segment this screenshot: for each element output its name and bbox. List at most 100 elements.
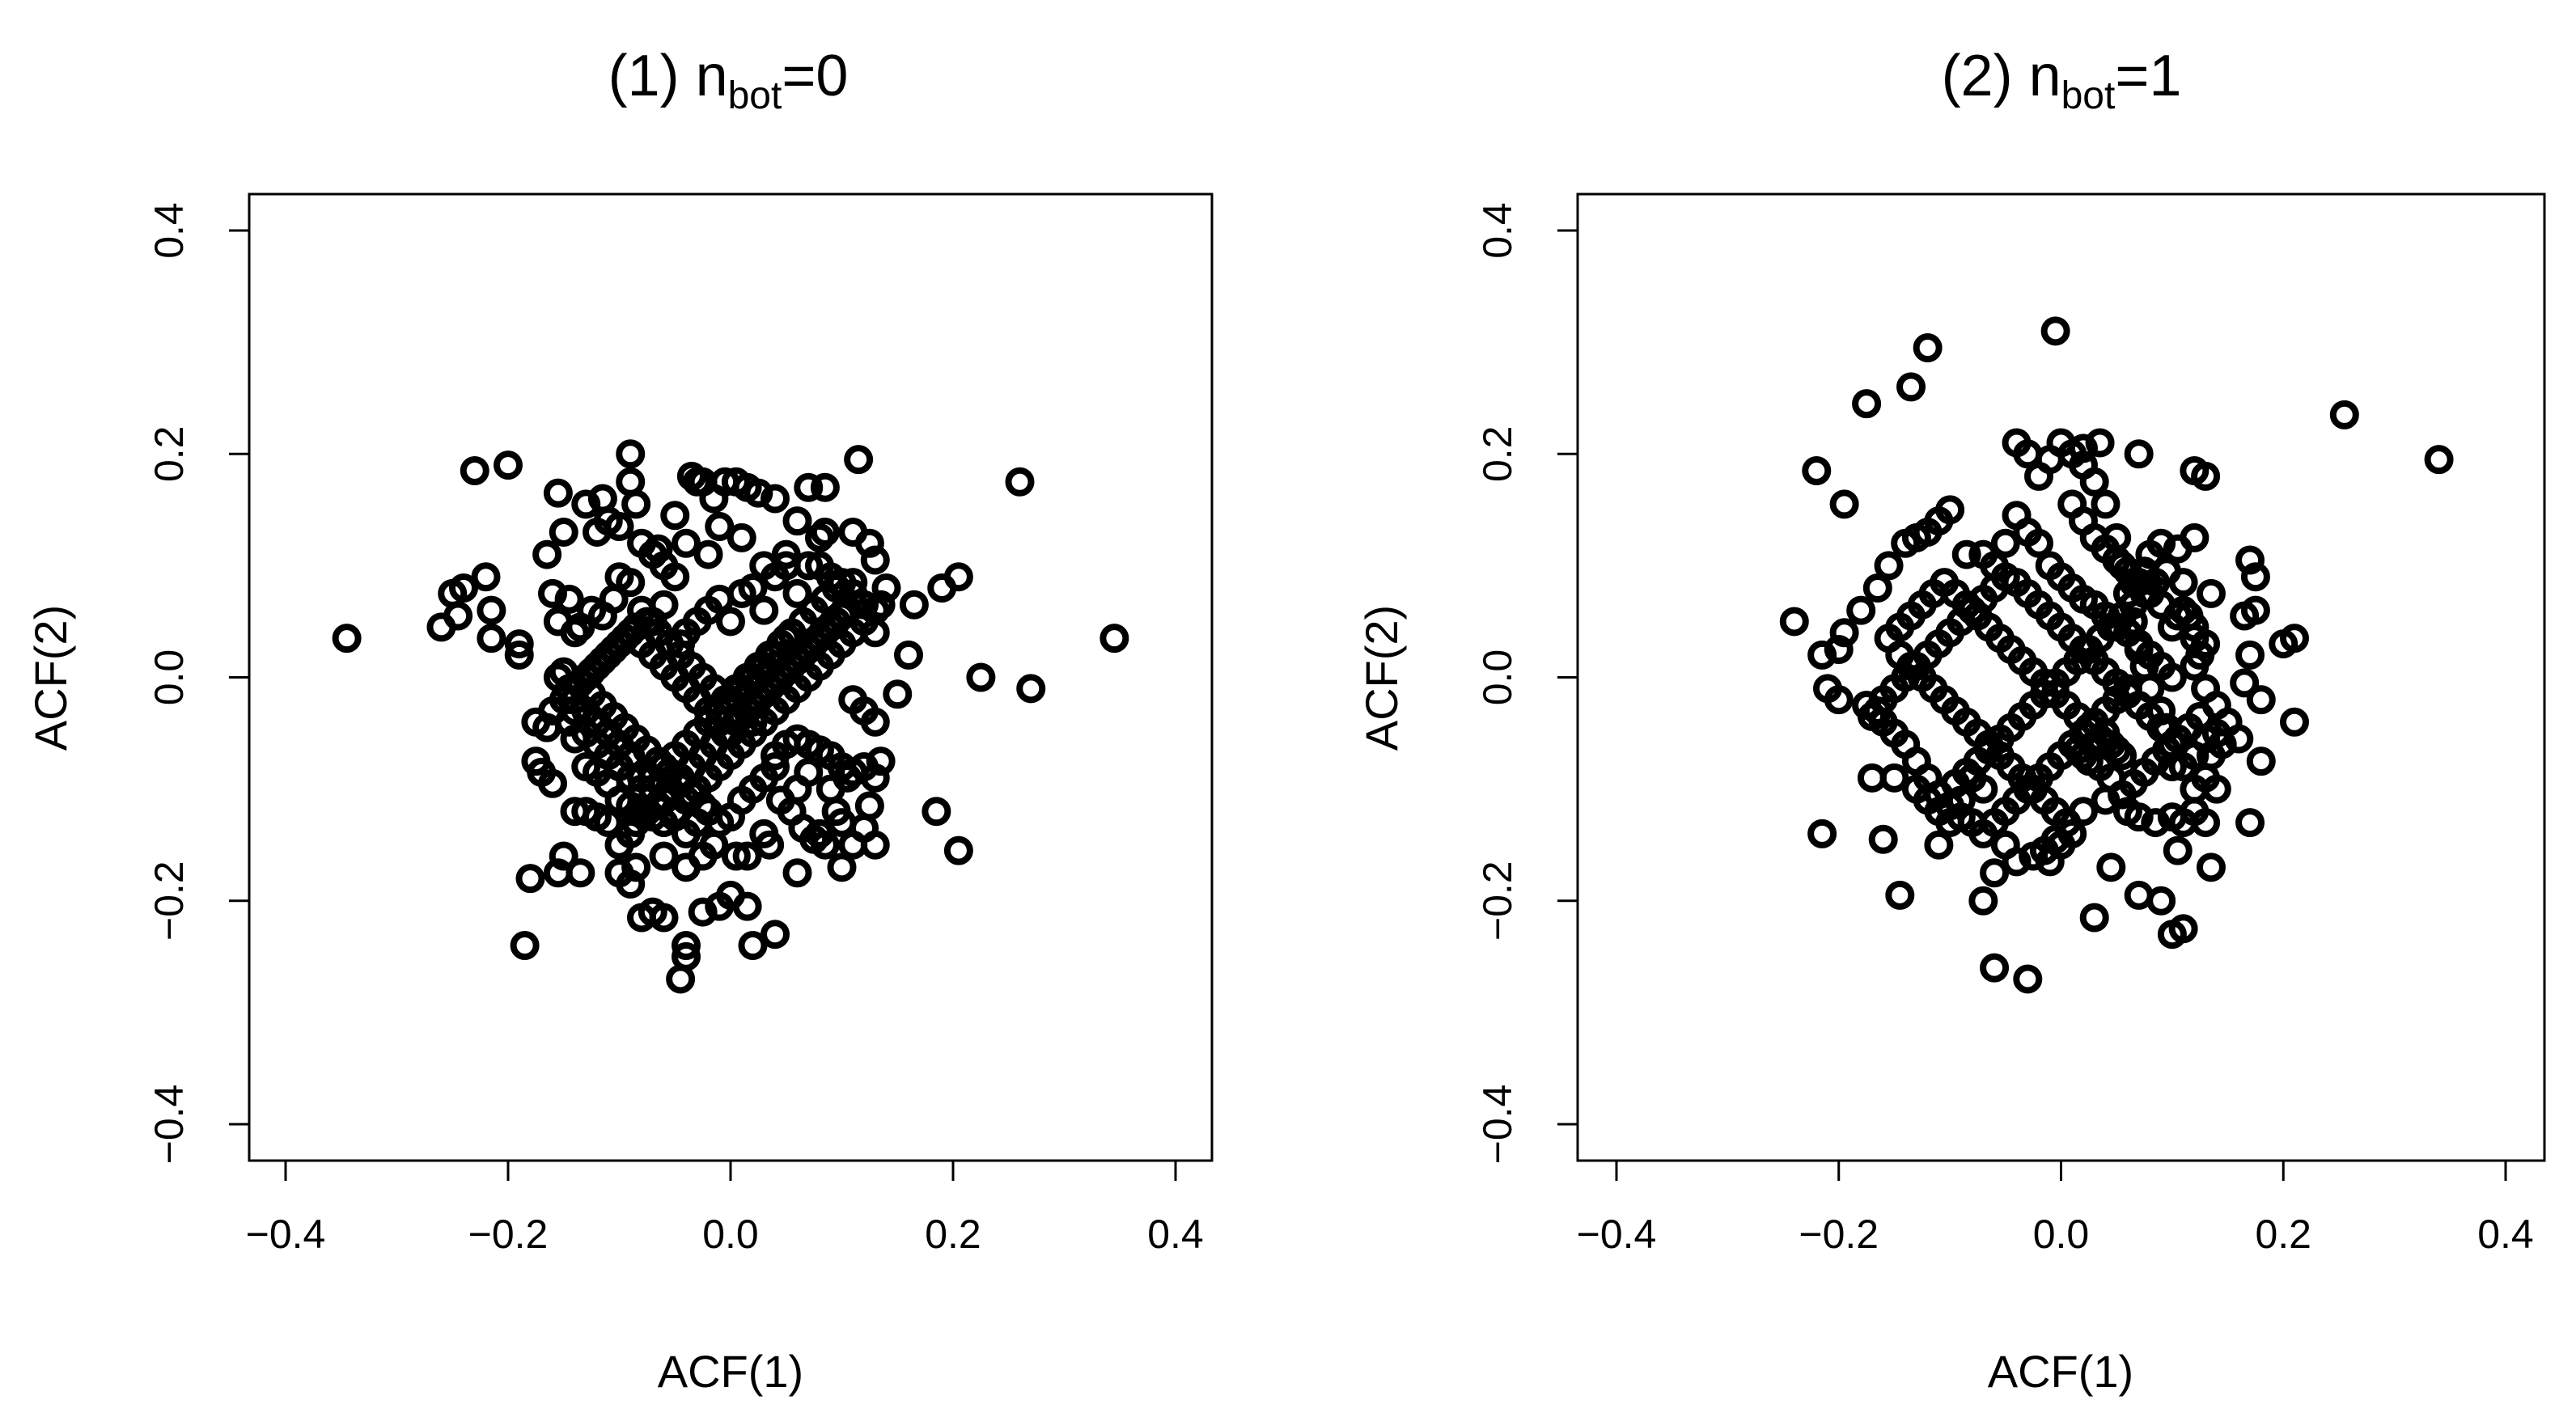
- scatter-point: [738, 573, 768, 603]
- scatter-point: [627, 528, 656, 558]
- scatter-point: [2124, 802, 2154, 832]
- scatter-point: [504, 640, 534, 670]
- scatter-point: [504, 629, 534, 659]
- scatter-point: [2180, 612, 2210, 642]
- scatter-point: [2269, 629, 2298, 659]
- scatter-point: [627, 763, 656, 793]
- scatter-point: [2201, 774, 2231, 804]
- scatter-point: [1852, 691, 1882, 721]
- scatter-point: [749, 551, 779, 581]
- scatter-point: [672, 852, 701, 882]
- scatter-point: [593, 808, 623, 838]
- x-tick-label: −0.2: [1799, 1212, 1879, 1257]
- scatter-point: [666, 964, 696, 994]
- x-tick-label: −0.2: [468, 1212, 549, 1257]
- scatter-point: [2096, 852, 2126, 882]
- y-tick-label: −0.4: [146, 1085, 192, 1165]
- scatter-point: [844, 445, 874, 475]
- y-tick-label: 0.4: [146, 202, 192, 259]
- scatter-point: [521, 747, 551, 776]
- scatter-point: [1935, 808, 1965, 838]
- scatter-point: [560, 618, 590, 648]
- scatter-point: [2024, 461, 2054, 491]
- scatter-point: [2024, 528, 2054, 558]
- scatter-point: [532, 539, 562, 569]
- x-tick-label: 0.0: [702, 1212, 759, 1257]
- scatter-point: [2196, 578, 2226, 608]
- scatter-point: [805, 522, 834, 552]
- scatter-point: [1896, 372, 1926, 402]
- scatter-point: [922, 797, 951, 827]
- scatter-point: [1968, 886, 1998, 916]
- scatter-point: [721, 467, 751, 497]
- scatter-point: [426, 612, 456, 642]
- scatter-point: [854, 791, 884, 821]
- scatter-point: [816, 774, 845, 804]
- scatter-point: [1990, 528, 2020, 558]
- scatter-point: [515, 864, 545, 894]
- panel-2-title: (2) nbot=1: [1942, 44, 2182, 117]
- y-tick-label: 0.2: [1475, 425, 1520, 482]
- scatter-point: [833, 595, 862, 625]
- scatter-point: [827, 852, 857, 882]
- scatter-point: [2230, 668, 2260, 698]
- scatter-point: [2191, 461, 2221, 491]
- scatter-panel-1: (1) nbot=0 −0.4 −0.2 0.0 0.2 0.4 −0.4 −0.2 0.0…: [25, 44, 1214, 1397]
- scatter-point: [2091, 489, 2121, 519]
- scatter-point: [810, 517, 840, 547]
- scatter-point: [2146, 886, 2176, 916]
- scatter-point: [2246, 747, 2276, 776]
- scatter-point: [2235, 640, 2265, 670]
- scatter-point: [2013, 964, 2043, 994]
- y-tick-label: −0.4: [1475, 1085, 1520, 1165]
- scatter-point: [966, 662, 996, 692]
- x-tick-label: −0.4: [1577, 1212, 1657, 1257]
- scatter-point: [566, 858, 595, 888]
- scatter-point: [621, 489, 651, 519]
- scatter-point: [477, 624, 506, 654]
- scatter-point: [810, 830, 840, 860]
- scatter-point: [1862, 573, 1892, 603]
- scatter-point: [2108, 741, 2137, 771]
- y-tick-label: 0.2: [146, 425, 192, 482]
- scatter-point: [2002, 428, 2032, 458]
- panel-2-y-ticks: −0.4 −0.2 0.0 0.2 0.4: [1475, 202, 1578, 1164]
- scatter-point: [1946, 785, 1976, 815]
- panel-1-points: [332, 439, 1129, 994]
- scatter-point: [688, 897, 718, 927]
- y-tick-label: −0.2: [1475, 861, 1520, 941]
- scatter-point: [1980, 953, 2010, 983]
- scatter-point: [538, 578, 567, 608]
- scatter-point: [672, 931, 701, 960]
- scatter-point: [649, 551, 679, 581]
- scatter-point: [894, 640, 923, 670]
- scatter-point: [688, 791, 718, 821]
- scatter-point: [827, 808, 857, 838]
- scatter-point: [738, 707, 768, 737]
- panel-1-title: (1) nbot=0: [608, 44, 849, 117]
- scatter-point: [2068, 434, 2098, 463]
- scatter-point: [549, 841, 578, 871]
- scatter-point: [616, 439, 646, 469]
- scatter-point: [1852, 389, 1882, 419]
- scatter-point: [866, 590, 896, 620]
- scatter-point: [761, 484, 790, 514]
- scatter-point: [871, 573, 901, 603]
- scatter-point: [583, 517, 612, 547]
- scatter-point: [2424, 445, 2454, 475]
- scatter-point: [2063, 735, 2093, 765]
- panel-1-y-axis-label: ACF(2): [25, 605, 76, 751]
- panel-1-y-ticks: −0.4 −0.2 0.0 0.2 0.4: [146, 202, 249, 1164]
- panel-1-x-ticks: −0.4 −0.2 0.0 0.2 0.4: [246, 1161, 1204, 1257]
- panel-1-x-axis-label: ACF(1): [658, 1346, 803, 1397]
- scatter-point: [2157, 662, 2187, 692]
- y-tick-label: 0.0: [146, 649, 192, 706]
- y-tick-label: −0.2: [146, 861, 192, 941]
- scatter-point: [727, 522, 756, 552]
- scatter-point: [1935, 495, 1965, 525]
- scatter-point: [510, 931, 540, 960]
- scatter-point: [2146, 590, 2176, 620]
- scatter-point: [860, 545, 890, 575]
- scatter-point: [2068, 797, 2098, 827]
- scatter-point: [449, 573, 478, 603]
